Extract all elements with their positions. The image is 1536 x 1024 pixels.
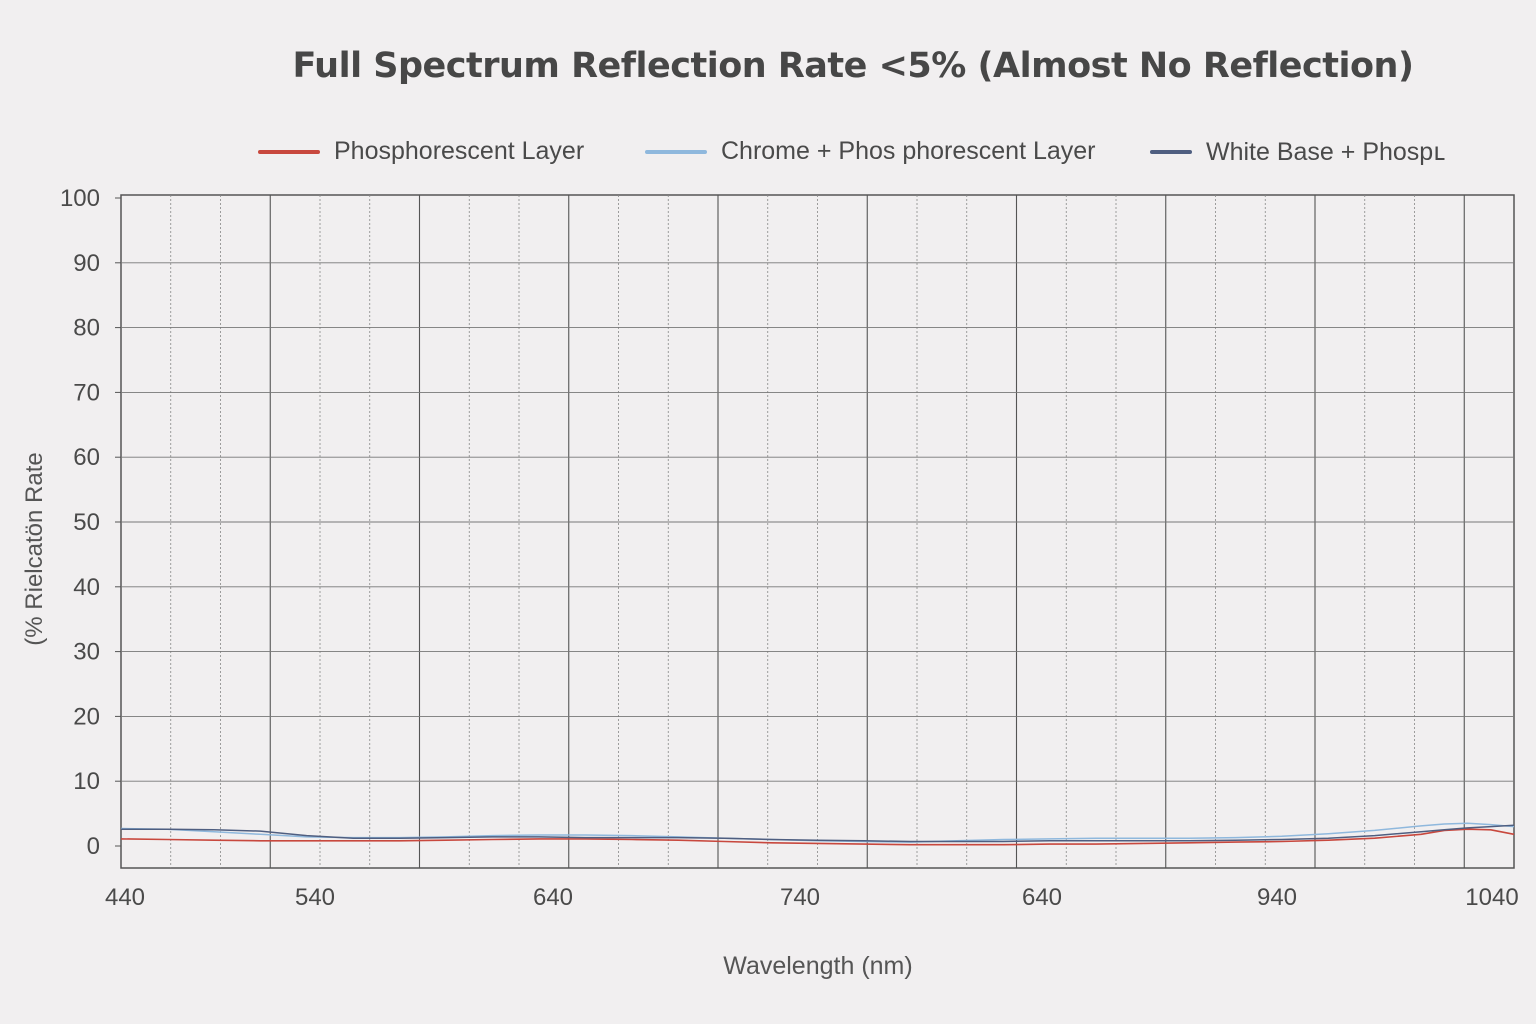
x-tick-label: 940 bbox=[1257, 884, 1297, 911]
y-tick-label: 70 bbox=[73, 379, 100, 406]
chart-title: Full Spectrum Reflection Rate <5% (Almos… bbox=[292, 46, 1414, 86]
y-axis-label: (% Rielcatön Rate bbox=[21, 452, 48, 646]
y-tick-label: 90 bbox=[73, 250, 100, 277]
legend-swatch-white-base bbox=[1150, 150, 1192, 154]
legend-label-white-base: White Base + Phospւ bbox=[1206, 138, 1445, 166]
y-tick-label: 50 bbox=[73, 509, 100, 536]
x-axis-label: Wavelength (nm) bbox=[723, 952, 913, 980]
y-tick-label: 60 bbox=[73, 444, 100, 471]
legend-swatch-phosphorescent bbox=[258, 149, 320, 154]
y-tick-label: 20 bbox=[73, 703, 100, 730]
x-tick-label: 1040 bbox=[1465, 884, 1518, 911]
x-tick-label: 740 bbox=[780, 884, 820, 911]
y-tick-label: 40 bbox=[73, 574, 100, 601]
legend-item-white-base: White Base + Phospւ bbox=[1150, 137, 1444, 167]
y-tick-label: 30 bbox=[73, 639, 100, 666]
chart-legend: Phosphorescent Layer Chrome + Phos phore… bbox=[0, 137, 1536, 171]
y-tick-label: 10 bbox=[73, 768, 100, 795]
x-tick-label: 640 bbox=[533, 884, 573, 911]
series-line-1 bbox=[120, 828, 1515, 846]
legend-swatch-chrome bbox=[645, 149, 707, 154]
legend-label-phosphorescent: Phosphorescent Layer bbox=[334, 137, 585, 165]
y-tick-label: 80 bbox=[73, 315, 100, 342]
legend-label-chrome: Chrome + Phos phorescent Layer bbox=[721, 137, 1096, 165]
legend-item-chrome: Chrome + Phos phorescent Layer bbox=[645, 137, 1096, 166]
x-tick-label: 640 bbox=[1022, 884, 1062, 911]
series-line-3 bbox=[121, 824, 1515, 843]
y-tick-label: 0 bbox=[87, 833, 100, 860]
y-tick-label: 100 bbox=[60, 185, 100, 212]
x-tick-label: 540 bbox=[295, 884, 335, 911]
legend-item-phosphorescent: Phosphorescent Layer bbox=[258, 137, 584, 166]
x-tick-label: 440 bbox=[105, 884, 145, 911]
